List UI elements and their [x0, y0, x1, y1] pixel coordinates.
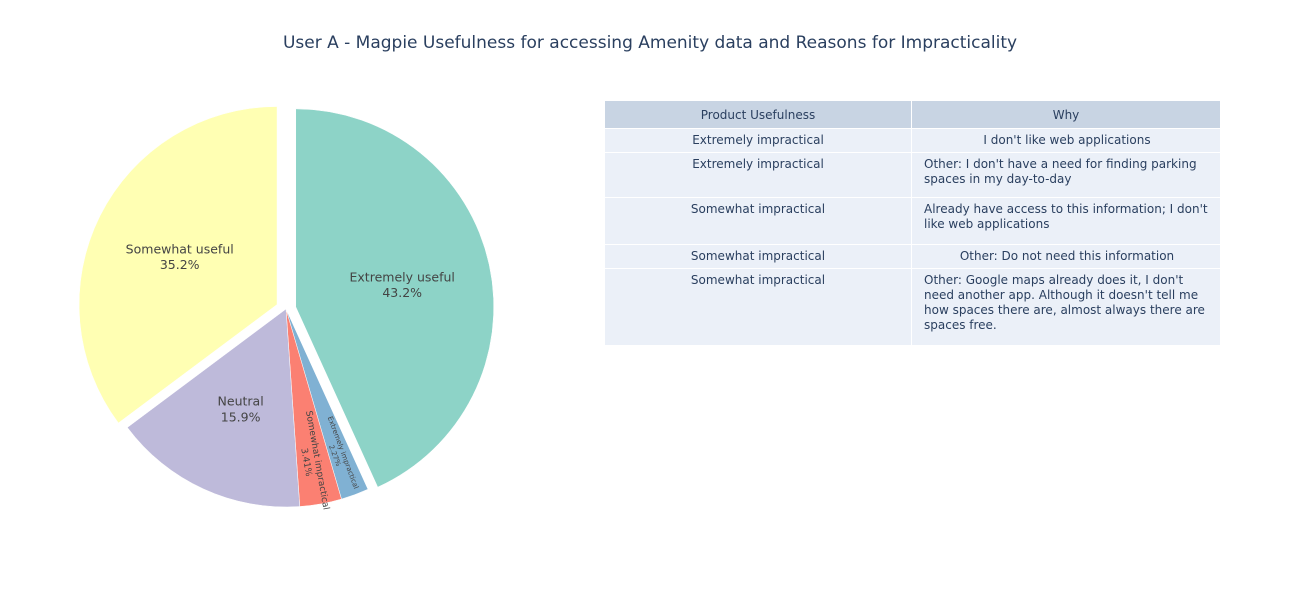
chart-title: User A - Magpie Usefulness for accessing… — [282, 33, 1018, 53]
table-cell-why: I don't like web applications — [911, 128, 1221, 153]
table-cell-usefulness: Extremely impractical — [604, 128, 912, 153]
table-cell-usefulness: Somewhat impractical — [604, 197, 912, 245]
slice-label-name: Neutral — [218, 394, 264, 409]
header-why: Why — [911, 100, 1221, 129]
table-cell-usefulness: Extremely impractical — [604, 152, 912, 198]
slice-label-name: Somewhat useful — [126, 241, 234, 256]
header-product-usefulness: Product Usefulness — [604, 100, 912, 129]
slice-label-percent: 43.2% — [382, 285, 422, 300]
table-row: Extremely impractical Other: I don't hav… — [604, 152, 1221, 198]
table-row: Extremely impractical I don't like web a… — [604, 128, 1221, 153]
table-cell-why: Other: Google maps already does it, I do… — [911, 268, 1221, 346]
table-row: Somewhat impractical Other: Google maps … — [604, 268, 1221, 346]
table-row: Somewhat impractical Other: Do not need … — [604, 244, 1221, 269]
table-header-row: Product Usefulness Why — [604, 100, 1221, 129]
slice-label-percent: 15.9% — [221, 409, 261, 424]
pie-slice-extremely-useful — [295, 108, 494, 488]
table-row: Somewhat impractical Already have access… — [604, 197, 1221, 245]
table-cell-usefulness: Somewhat impractical — [604, 244, 912, 269]
slice-label-name: Extremely useful — [350, 269, 455, 284]
table-cell-why: Other: Do not need this information — [911, 244, 1221, 269]
reasons-table: Product Usefulness Why Extremely impract… — [604, 100, 1221, 346]
table-cell-usefulness: Somewhat impractical — [604, 268, 912, 346]
pie-slice-somewhat-useful — [78, 106, 278, 424]
table-cell-why: Already have access to this information;… — [911, 197, 1221, 245]
table-cell-why: Other: I don't have a need for finding p… — [911, 152, 1221, 198]
pie-slice-neutral — [126, 308, 301, 508]
slice-label-percent: 35.2% — [160, 257, 200, 272]
